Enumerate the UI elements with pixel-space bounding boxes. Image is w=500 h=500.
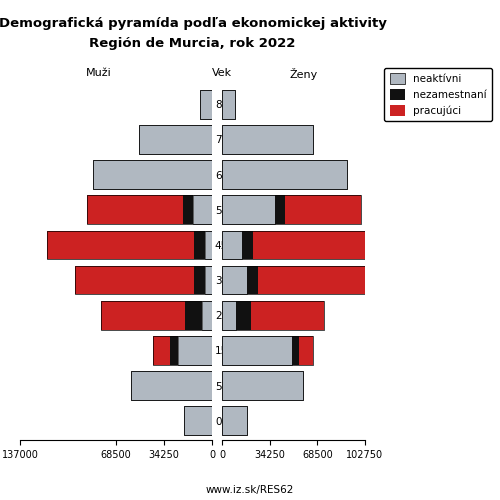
Text: Ženy: Ženy bbox=[290, 68, 318, 80]
Bar bbox=[153, 336, 170, 365]
Text: Muži: Muži bbox=[86, 68, 112, 78]
Bar bbox=[222, 160, 348, 189]
Bar bbox=[46, 230, 194, 260]
Bar bbox=[222, 301, 236, 330]
Bar bbox=[222, 406, 247, 435]
Bar bbox=[222, 196, 361, 224]
Bar bbox=[93, 160, 212, 189]
Bar bbox=[178, 336, 212, 365]
Bar bbox=[74, 266, 212, 294]
Bar bbox=[222, 230, 242, 260]
Bar bbox=[222, 125, 312, 154]
Bar bbox=[74, 266, 194, 294]
Bar bbox=[170, 336, 178, 365]
Bar bbox=[222, 371, 303, 400]
Bar bbox=[222, 160, 348, 189]
Legend: neaktívni, nezamestnaní, pracujúci: neaktívni, nezamestnaní, pracujúci bbox=[384, 68, 492, 121]
Bar bbox=[292, 336, 298, 365]
Bar bbox=[222, 125, 312, 154]
Bar bbox=[258, 266, 366, 294]
Bar bbox=[205, 230, 212, 260]
Bar bbox=[222, 266, 366, 294]
Bar bbox=[298, 336, 312, 365]
Bar bbox=[184, 406, 212, 435]
Bar bbox=[182, 196, 192, 224]
Bar bbox=[139, 125, 212, 154]
Bar bbox=[275, 196, 284, 224]
Text: Vek: Vek bbox=[212, 68, 232, 78]
Bar bbox=[222, 266, 247, 294]
Bar bbox=[252, 230, 371, 260]
Bar bbox=[222, 301, 324, 330]
Bar bbox=[222, 90, 234, 118]
Bar bbox=[205, 266, 212, 294]
Bar bbox=[222, 90, 234, 118]
Bar bbox=[202, 301, 212, 330]
Bar bbox=[88, 196, 212, 224]
Bar bbox=[247, 266, 258, 294]
Bar bbox=[46, 230, 212, 260]
Bar bbox=[194, 266, 205, 294]
Text: www.iz.sk/RES62: www.iz.sk/RES62 bbox=[206, 485, 294, 495]
Bar bbox=[284, 196, 361, 224]
Bar bbox=[192, 196, 212, 224]
Bar bbox=[222, 230, 371, 260]
Bar bbox=[222, 336, 312, 365]
Bar bbox=[186, 301, 202, 330]
Text: Región de Murcia, rok 2022: Región de Murcia, rok 2022 bbox=[90, 38, 296, 51]
Bar bbox=[139, 125, 212, 154]
Bar bbox=[200, 90, 212, 118]
Bar bbox=[102, 301, 186, 330]
Bar bbox=[222, 406, 247, 435]
Bar bbox=[93, 160, 212, 189]
Bar bbox=[222, 196, 275, 224]
Bar bbox=[194, 230, 205, 260]
Bar bbox=[222, 371, 303, 400]
Bar bbox=[131, 371, 212, 400]
Bar bbox=[242, 230, 252, 260]
Bar bbox=[131, 371, 212, 400]
Bar bbox=[252, 301, 324, 330]
Bar bbox=[236, 301, 252, 330]
Bar bbox=[222, 336, 292, 365]
Bar bbox=[153, 336, 212, 365]
Bar bbox=[88, 196, 182, 224]
Text: Demografická pyramída podľa ekonomickej aktivity: Demografická pyramída podľa ekonomickej … bbox=[0, 18, 386, 30]
Bar bbox=[184, 406, 212, 435]
Bar bbox=[102, 301, 212, 330]
Bar bbox=[200, 90, 212, 118]
